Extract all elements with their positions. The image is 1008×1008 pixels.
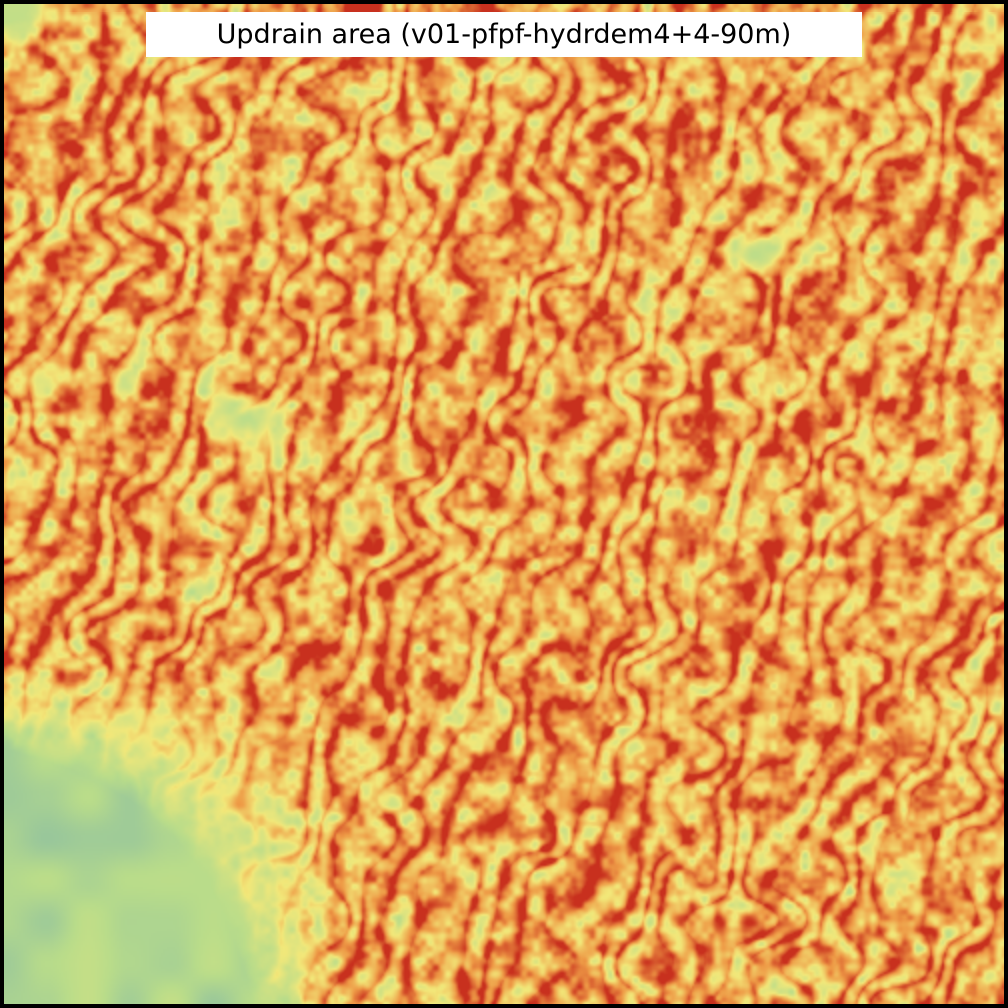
map-title-box: Updrain area (v01-pfpf-hydrdem4+4-90m): [146, 12, 862, 57]
updrain-area-raster: [4, 4, 1004, 1004]
map-title: Updrain area (v01-pfpf-hydrdem4+4-90m): [216, 19, 792, 50]
